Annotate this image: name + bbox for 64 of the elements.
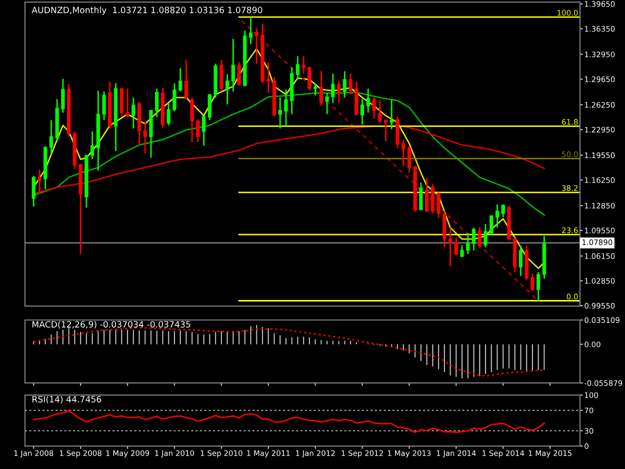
candlestick	[518, 245, 523, 277]
candlestick	[454, 236, 458, 256]
candlestick	[472, 227, 476, 252]
text: AUDNZD,Monthly 1.03721 1.08820 1.03136 1.07890	[32, 6, 262, 15]
candlestick	[384, 118, 388, 142]
line-series	[32, 410, 545, 433]
candlestick	[202, 116, 206, 146]
candlestick	[196, 118, 200, 143]
chart-title: MACD(12,26,9) -0.037034 -0.037435	[32, 320, 190, 329]
candlestick	[231, 38, 235, 92]
candlestick	[490, 215, 494, 236]
candlestick	[208, 94, 212, 121]
candlestick	[132, 96, 136, 130]
candlestick	[360, 98, 364, 126]
candlestick	[460, 244, 464, 258]
candlestick	[425, 177, 429, 213]
candlestick	[536, 271, 540, 302]
candlestick	[266, 62, 270, 94]
candlestick	[166, 102, 170, 126]
candlestick	[478, 226, 482, 249]
candlestick	[278, 96, 282, 130]
candlestick	[172, 82, 176, 112]
candlestick	[296, 56, 300, 80]
candlestick	[436, 192, 440, 219]
candlestick	[484, 223, 488, 248]
candlestick	[402, 139, 406, 167]
candlestick	[126, 88, 130, 118]
candlestick	[342, 70, 346, 98]
candlestick	[501, 204, 505, 218]
candlestick	[225, 74, 230, 106]
candlestick	[49, 119, 54, 154]
candlestick	[407, 146, 412, 174]
candlestick	[495, 204, 500, 228]
candlestick	[102, 90, 106, 121]
candlestick	[319, 70, 323, 107]
candlestick	[220, 59, 224, 92]
candlestick	[90, 130, 94, 160]
candlestick	[38, 169, 42, 195]
candlestick	[237, 62, 241, 86]
candlestick	[248, 16, 253, 45]
candlestick	[155, 88, 159, 118]
candlestick	[325, 92, 329, 115]
candlestick	[390, 99, 394, 130]
candlestick	[348, 72, 352, 96]
candlestick	[178, 68, 182, 92]
candlestick	[366, 88, 370, 114]
candlestick	[378, 100, 382, 124]
candlestick	[308, 66, 312, 91]
candlestick	[302, 56, 306, 74]
candlestick	[530, 272, 534, 292]
candlestick	[284, 88, 288, 127]
candlestick	[372, 96, 376, 120]
chart-title: RSI(14) 44.7456	[32, 396, 102, 404]
candlestick	[448, 227, 452, 267]
candlestick	[466, 232, 470, 255]
candlestick	[61, 78, 65, 114]
candlestick	[32, 175, 36, 208]
candlestick	[331, 72, 335, 104]
candlestick	[190, 96, 194, 143]
candlestick	[184, 59, 188, 100]
candlestick	[419, 182, 423, 212]
candlestick	[336, 80, 341, 104]
candlestick	[143, 120, 147, 154]
candlestick	[313, 82, 318, 96]
